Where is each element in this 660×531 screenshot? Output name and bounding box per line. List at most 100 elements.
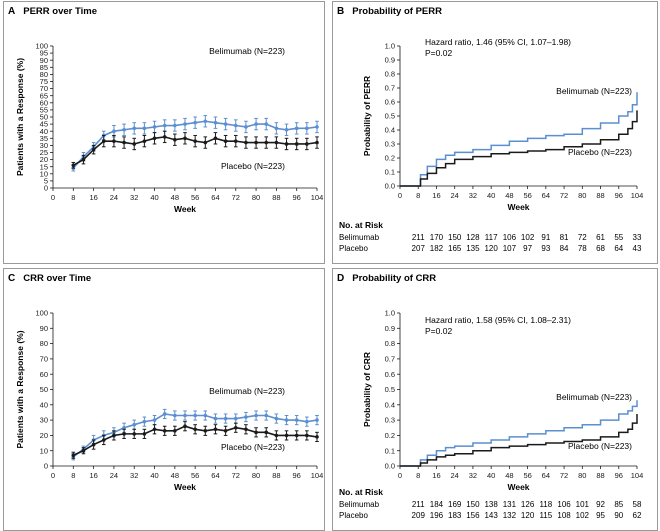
data-point bbox=[223, 139, 228, 143]
data-point bbox=[152, 418, 157, 422]
data-point bbox=[274, 140, 279, 145]
risk-value: 81 bbox=[560, 233, 569, 242]
y-tick-label: 0.1 bbox=[385, 168, 395, 177]
data-point bbox=[315, 435, 319, 439]
risk-value: 108 bbox=[557, 511, 571, 520]
data-point bbox=[132, 422, 137, 427]
data-point bbox=[132, 142, 137, 146]
x-axis-title: Week bbox=[174, 204, 196, 214]
x-tick-label: 80 bbox=[252, 193, 260, 202]
x-tick-label: 16 bbox=[432, 471, 440, 480]
risk-value: 115 bbox=[539, 511, 552, 520]
risk-value: 165 bbox=[448, 244, 462, 253]
risk-value: 107 bbox=[503, 244, 517, 253]
y-tick-label: 0.7 bbox=[385, 355, 395, 364]
y-tick-label: 100 bbox=[35, 309, 48, 318]
risk-value: 102 bbox=[521, 233, 535, 242]
data-point bbox=[142, 139, 147, 143]
data-point bbox=[233, 123, 238, 128]
data-point bbox=[112, 139, 116, 143]
x-tick-label: 64 bbox=[542, 191, 550, 200]
data-point bbox=[183, 122, 187, 126]
panel-frame bbox=[332, 268, 658, 531]
x-tick-label: 64 bbox=[211, 193, 219, 202]
panel-title: B Probability of PERR bbox=[337, 6, 442, 17]
x-tick-label: 16 bbox=[89, 193, 97, 202]
data-point bbox=[213, 120, 218, 125]
x-tick-label: 8 bbox=[71, 471, 75, 480]
risk-value: 156 bbox=[466, 511, 480, 520]
y-tick-label: 0.6 bbox=[385, 98, 395, 107]
y-tick-label: 70 bbox=[40, 355, 48, 364]
y-tick-label: 0.0 bbox=[385, 182, 395, 191]
data-point bbox=[162, 135, 167, 139]
risk-table-heading: No. at Risk bbox=[339, 220, 383, 230]
panel-title-text: Probability of PERR bbox=[352, 6, 442, 17]
data-point bbox=[101, 139, 106, 143]
risk-value: 64 bbox=[614, 244, 623, 253]
data-point bbox=[284, 418, 289, 422]
data-point bbox=[254, 140, 258, 145]
y-tick-label: 0.2 bbox=[385, 431, 395, 440]
data-point bbox=[162, 412, 167, 416]
data-point bbox=[71, 163, 76, 168]
data-point bbox=[112, 433, 116, 438]
risk-value: 126 bbox=[521, 500, 535, 509]
data-point bbox=[264, 140, 269, 145]
data-point bbox=[132, 432, 137, 436]
risk-value: 169 bbox=[448, 500, 462, 509]
y-tick-label: 40 bbox=[40, 127, 48, 136]
data-point bbox=[112, 129, 116, 133]
series-line-placebo bbox=[400, 110, 638, 187]
y-tick-label: 60 bbox=[40, 370, 48, 379]
data-point bbox=[193, 120, 197, 125]
y-tick-label: 85 bbox=[40, 63, 48, 72]
data-point bbox=[213, 416, 218, 421]
y-axis-title: Patients with a Response (%) bbox=[15, 330, 25, 448]
risk-value: 91 bbox=[541, 233, 550, 242]
risk-value: 84 bbox=[560, 244, 569, 253]
data-point bbox=[122, 432, 126, 436]
y-tick-label: 90 bbox=[40, 56, 48, 65]
data-point bbox=[162, 123, 167, 128]
data-point bbox=[223, 122, 228, 126]
y-tick-label: 55 bbox=[40, 106, 48, 115]
y-tick-label: 70 bbox=[40, 84, 48, 93]
data-point bbox=[223, 429, 228, 433]
risk-value: 68 bbox=[596, 244, 605, 253]
x-tick-label: 32 bbox=[469, 471, 477, 480]
data-point bbox=[193, 427, 197, 432]
x-tick-label: 24 bbox=[451, 191, 459, 200]
y-tick-label: 0.8 bbox=[385, 70, 395, 79]
data-point bbox=[254, 122, 258, 126]
y-tick-label: 1.0 bbox=[385, 309, 395, 318]
risk-value: 58 bbox=[633, 500, 642, 509]
data-point bbox=[193, 139, 197, 143]
data-point bbox=[254, 430, 258, 435]
series-line-belimumab bbox=[400, 400, 638, 467]
x-tick-label: 40 bbox=[150, 471, 158, 480]
panel-a: A PERR over Time 0 8 16 24 32 40 48 56 64 72 80 88 96 1… bbox=[3, 1, 325, 264]
x-tick-label: 72 bbox=[232, 193, 240, 202]
x-tick-label: 104 bbox=[631, 471, 644, 480]
x-tick-label: 32 bbox=[130, 193, 138, 202]
data-point bbox=[71, 453, 76, 458]
data-point bbox=[81, 157, 86, 162]
risk-value: 143 bbox=[484, 511, 498, 520]
data-point bbox=[284, 433, 289, 438]
y-tick-label: 0.7 bbox=[385, 84, 395, 93]
x-axis-title: Week bbox=[507, 202, 529, 212]
data-point bbox=[315, 418, 319, 422]
data-point bbox=[142, 419, 147, 424]
risk-value: 207 bbox=[412, 244, 426, 253]
risk-value: 183 bbox=[448, 511, 462, 520]
x-tick-label: 88 bbox=[272, 193, 280, 202]
y-tick-label: 5 bbox=[44, 177, 48, 186]
x-tick-label: 0 bbox=[51, 471, 55, 480]
risk-value: 138 bbox=[484, 500, 498, 509]
x-tick-label: 48 bbox=[171, 471, 179, 480]
x-tick-label: 72 bbox=[560, 191, 568, 200]
x-tick-label: 16 bbox=[432, 191, 440, 200]
risk-value: 33 bbox=[633, 233, 642, 242]
x-tick-label: 88 bbox=[272, 471, 280, 480]
